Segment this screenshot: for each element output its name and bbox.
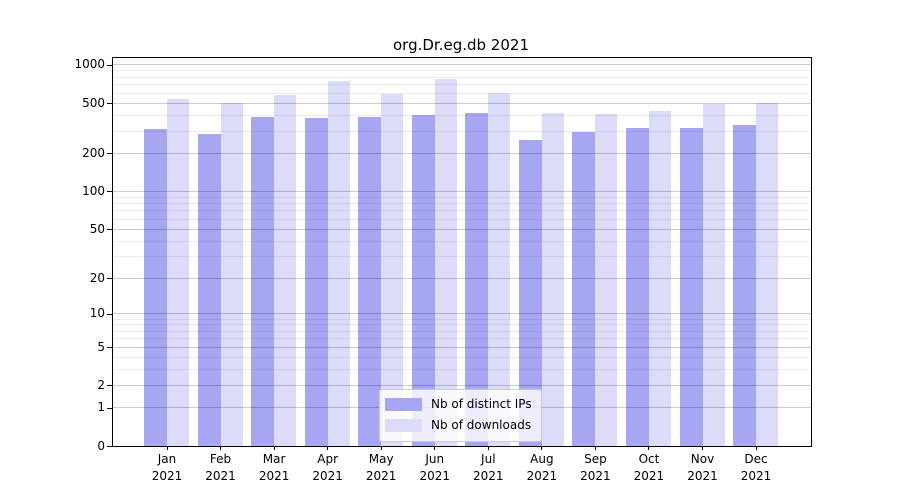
legend-entry-downloads: Nb of downloads bbox=[385, 415, 532, 436]
bar-jan-downloads bbox=[167, 99, 189, 446]
legend-entry-distinct-ips: Nb of distinct IPs bbox=[385, 394, 532, 415]
bar-jan-distinct-ips bbox=[144, 128, 167, 446]
x-axis-tick-sep bbox=[594, 446, 596, 450]
x-axis-tick-jan bbox=[166, 446, 168, 450]
bar-apr-downloads bbox=[327, 81, 350, 446]
gridline-minor-600 bbox=[113, 92, 811, 94]
y-axis-label-10: 10 bbox=[89, 306, 105, 321]
x-axis-tick-jun bbox=[434, 446, 436, 450]
bar-nov-downloads bbox=[702, 104, 725, 446]
x-axis-tick-oct bbox=[648, 446, 650, 450]
legend: Nb of distinct IPs Nb of downloads bbox=[379, 389, 542, 442]
y-axis-label-1000: 1000 bbox=[74, 57, 105, 72]
bar-sep-distinct-ips bbox=[572, 131, 596, 446]
x-axis-label-nov: Nov 2021 bbox=[687, 452, 718, 483]
x-axis-label-mar: Mar 2021 bbox=[258, 452, 290, 483]
bar-sep-downloads bbox=[595, 114, 618, 446]
x-axis-label-aug: Aug 2021 bbox=[526, 452, 558, 483]
plot-area: Nb of distinct IPs Nb of downloads 0 1 2 5 1… bbox=[74, 57, 812, 483]
y-axis-tick-1 bbox=[107, 407, 112, 409]
x-axis-label-oct: Oct 2021 bbox=[633, 452, 665, 483]
y-axis-tick-1000 bbox=[107, 64, 112, 66]
gridline-major-1000 bbox=[113, 64, 811, 66]
gridline-minor-700 bbox=[113, 84, 811, 86]
bar-mar-downloads bbox=[274, 94, 297, 446]
x-axis-label-sep: Sep 2021 bbox=[580, 452, 611, 483]
x-axis-label-jan: Jan 2021 bbox=[151, 452, 183, 483]
y-axis-tick-5 bbox=[107, 347, 112, 349]
bar-oct-downloads bbox=[648, 111, 671, 446]
bar-nov-distinct-ips bbox=[679, 128, 703, 446]
y-axis-tick-500 bbox=[107, 103, 112, 105]
chart-title: org.Dr.eg.db 2021 bbox=[393, 36, 529, 54]
x-axis-label-jul: Jul 2021 bbox=[473, 452, 504, 483]
bar-mar-distinct-ips bbox=[251, 116, 275, 446]
x-axis-label-dec: Dec 2021 bbox=[740, 452, 772, 483]
bar-feb-distinct-ips bbox=[197, 134, 221, 446]
bar-feb-downloads bbox=[220, 103, 243, 446]
legend-label-downloads: Nb of downloads bbox=[431, 418, 532, 432]
bar-may-downloads bbox=[381, 94, 404, 446]
legend-swatch-distinct-ips bbox=[385, 398, 422, 411]
x-axis-tick-jul bbox=[487, 446, 489, 450]
x-axis-label-apr: Apr 2021 bbox=[312, 452, 343, 483]
y-axis-tick-50 bbox=[107, 229, 112, 231]
bar-jul-distinct-ips bbox=[465, 112, 489, 446]
y-axis-label-100: 100 bbox=[82, 183, 105, 198]
gridline-minor-900 bbox=[113, 70, 811, 72]
y-axis-tick-10 bbox=[107, 313, 112, 315]
y-axis-label-2: 2 bbox=[97, 377, 105, 392]
x-axis-label-feb: Feb 2021 bbox=[205, 452, 236, 483]
bar-aug-downloads bbox=[541, 112, 564, 446]
bar-jul-downloads bbox=[488, 92, 511, 446]
x-axis-tick-may bbox=[380, 446, 382, 450]
y-axis-tick-100 bbox=[107, 191, 112, 193]
x-axis-tick-feb bbox=[220, 446, 222, 450]
y-axis-tick-20 bbox=[107, 278, 112, 280]
x-axis-tick-apr bbox=[327, 446, 329, 450]
y-axis-label-20: 20 bbox=[89, 270, 105, 285]
x-axis-label-may: May 2021 bbox=[365, 452, 397, 483]
x-axis-tick-mar bbox=[273, 446, 275, 450]
bar-aug-distinct-ips bbox=[518, 139, 542, 446]
x-axis-tick-aug bbox=[541, 446, 543, 450]
y-axis-tick-0 bbox=[107, 446, 112, 447]
y-axis-label-500: 500 bbox=[82, 95, 105, 110]
legend-swatch-downloads bbox=[385, 419, 422, 432]
legend-label-distinct-ips: Nb of distinct IPs bbox=[431, 397, 532, 411]
x-axis-tick-nov bbox=[702, 446, 703, 450]
y-axis-label-1: 1 bbox=[97, 400, 105, 415]
y-axis-label-0: 0 bbox=[97, 438, 105, 453]
bar-jun-distinct-ips bbox=[411, 114, 435, 446]
x-axis-tick-dec bbox=[755, 446, 757, 450]
bar-jun-downloads bbox=[434, 78, 457, 446]
gridline-major-500 bbox=[113, 102, 811, 104]
bar-dec-distinct-ips bbox=[733, 125, 757, 446]
y-axis-tick-2 bbox=[107, 385, 112, 387]
y-axis-label-50: 50 bbox=[89, 221, 105, 236]
y-axis-label-5: 5 bbox=[97, 339, 105, 354]
bar-dec-downloads bbox=[756, 103, 779, 446]
bar-may-distinct-ips bbox=[358, 116, 382, 446]
bar-apr-distinct-ips bbox=[304, 118, 328, 446]
y-axis-tick-200 bbox=[107, 153, 112, 155]
y-axis-label-200: 200 bbox=[82, 145, 105, 160]
bar-oct-distinct-ips bbox=[625, 128, 649, 446]
x-axis-label-jun: Jun 2021 bbox=[419, 452, 451, 483]
gridline-minor-800 bbox=[113, 76, 811, 78]
